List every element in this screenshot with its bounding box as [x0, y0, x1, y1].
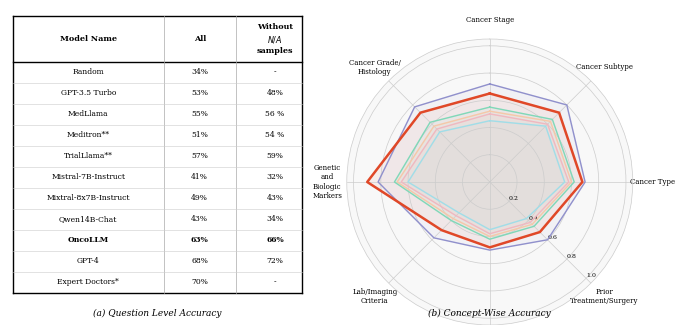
Text: 72%: 72% [266, 257, 284, 265]
Text: GPT-4: GPT-4 [77, 257, 99, 265]
Text: 41%: 41% [191, 173, 208, 181]
Text: 63%: 63% [191, 236, 209, 244]
Text: 51%: 51% [191, 131, 208, 139]
Text: 43%: 43% [191, 215, 208, 223]
Text: TrialLlama**: TrialLlama** [64, 152, 112, 160]
Text: GPT-3.5 Turbo: GPT-3.5 Turbo [60, 89, 116, 97]
Text: OncoLLM: OncoLLM [68, 236, 109, 244]
Text: 66%: 66% [266, 236, 284, 244]
Text: Mistral-7B-Instruct: Mistral-7B-Instruct [51, 173, 125, 181]
Text: 34%: 34% [266, 215, 284, 223]
Text: (b) Concept-Wise Accuracy: (b) Concept-Wise Accuracy [428, 309, 551, 318]
Text: 53%: 53% [191, 89, 208, 97]
Text: 34%: 34% [191, 68, 208, 76]
Polygon shape [395, 107, 574, 239]
Text: 70%: 70% [191, 278, 208, 286]
Text: Qwen14B-Chat: Qwen14B-Chat [59, 215, 117, 223]
Polygon shape [397, 111, 571, 237]
Text: Expert Doctors*: Expert Doctors* [58, 278, 119, 286]
Text: 68%: 68% [191, 257, 208, 265]
Text: 55%: 55% [191, 110, 208, 118]
Polygon shape [401, 114, 569, 234]
Text: 56 %: 56 % [266, 110, 285, 118]
Text: MedLlama: MedLlama [68, 110, 108, 118]
Text: Model Name: Model Name [60, 35, 116, 43]
Text: 57%: 57% [191, 152, 208, 160]
Text: 54 %: 54 % [266, 131, 285, 139]
Text: 32%: 32% [266, 173, 284, 181]
Text: Random: Random [73, 68, 104, 76]
Polygon shape [378, 84, 585, 250]
Text: 43%: 43% [266, 194, 284, 202]
Text: Mixtral-8x7B-Instruct: Mixtral-8x7B-Instruct [47, 194, 130, 202]
Text: 59%: 59% [266, 152, 284, 160]
Text: (a) Question Level Accuracy: (a) Question Level Accuracy [93, 309, 222, 318]
Polygon shape [367, 94, 582, 247]
Text: 49%: 49% [191, 194, 208, 202]
Text: -: - [274, 278, 277, 286]
Text: Without
$N/A$
samples: Without $N/A$ samples [257, 23, 293, 55]
Text: All: All [194, 35, 206, 43]
Text: -: - [274, 68, 277, 76]
Text: Meditron**: Meditron** [66, 131, 110, 139]
Text: 48%: 48% [266, 89, 284, 97]
Polygon shape [408, 121, 564, 230]
